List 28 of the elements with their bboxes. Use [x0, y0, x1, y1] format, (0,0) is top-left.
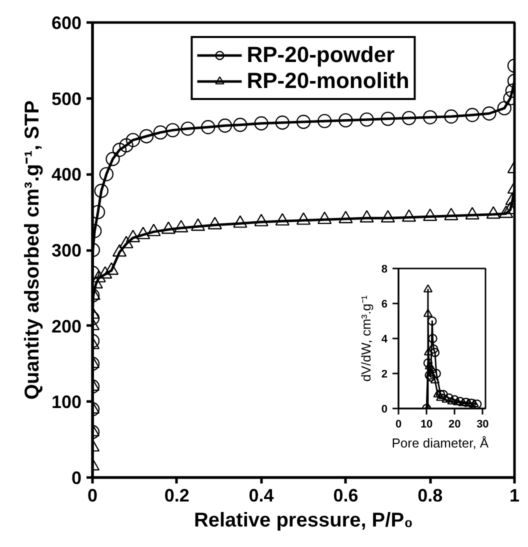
y-tick-label: 0: [71, 468, 82, 488]
y-tick-label: 200: [51, 316, 82, 336]
x-axis-title: Pore diameter, Å: [392, 436, 489, 450]
y-tick-label: 2: [381, 368, 388, 380]
y-tick-label: 100: [51, 392, 82, 412]
x-tick-label: 0.6: [333, 486, 358, 506]
x-tick-label: 0.8: [418, 486, 443, 506]
y-tick-label: 300: [51, 240, 82, 260]
x-tick-label: 0.4: [248, 486, 274, 506]
y-axis-title: dV/dW, cm³.g⁻¹: [358, 294, 374, 382]
y-tick-label: 8: [381, 264, 388, 276]
x-tick-label: 0: [395, 418, 402, 430]
x-tick-label: 10: [420, 418, 433, 430]
y-tick-label: 600: [51, 13, 82, 33]
x-tick-label: 30: [476, 418, 489, 430]
y-tick-label: 4: [381, 334, 388, 346]
x-tick-label: 20: [448, 418, 461, 430]
legend-label: RP-20-powder: [246, 42, 395, 68]
x-tick-label: 0: [87, 486, 98, 506]
y-tick-label: 400: [51, 164, 82, 185]
legend-label: RP-20-monolith: [246, 68, 410, 94]
y-tick-label: 500: [51, 88, 82, 109]
y-tick-label: 6: [381, 298, 388, 310]
y-tick-label: 0: [381, 404, 388, 416]
y-axis-title: Quantity adsorbed cm³.g⁻¹, STP: [21, 100, 44, 400]
x-tick-label: 0.2: [164, 486, 190, 506]
x-tick-label: 1: [509, 486, 520, 506]
x-axis-title: Relative pressure, P/P₀: [194, 510, 414, 532]
